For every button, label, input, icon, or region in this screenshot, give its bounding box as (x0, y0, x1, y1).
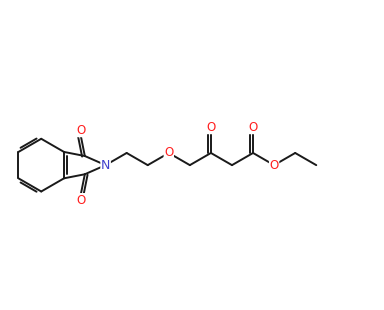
Text: O: O (270, 159, 279, 172)
Text: O: O (76, 194, 85, 206)
Text: O: O (206, 121, 215, 134)
Text: O: O (76, 124, 85, 137)
Text: O: O (248, 121, 258, 134)
Text: O: O (164, 146, 174, 159)
Text: N: N (101, 159, 110, 172)
